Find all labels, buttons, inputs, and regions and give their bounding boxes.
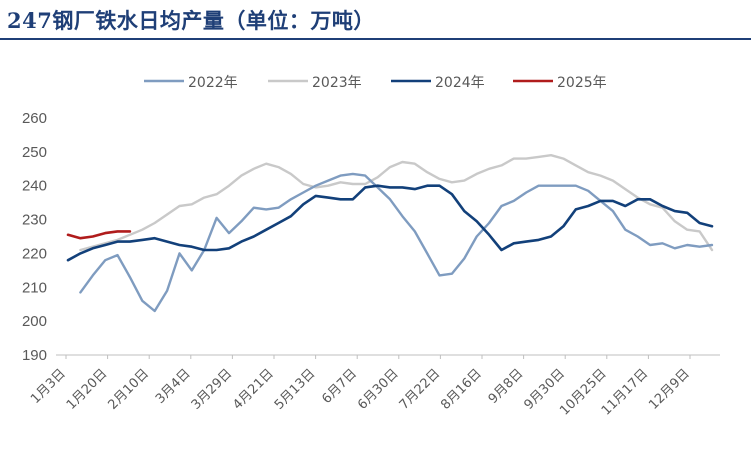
- x-tick-label: 3月4日: [153, 366, 194, 407]
- x-tick-label: 6月30日: [355, 366, 402, 413]
- x-tick-label: 4月21日: [230, 366, 277, 413]
- chart-title: 247钢厂铁水日均产量（单位：万吨）: [7, 8, 375, 33]
- y-tick-label: 210: [22, 279, 47, 296]
- x-tick-label: 12月9日: [646, 366, 693, 413]
- y-tick-label: 200: [22, 313, 47, 330]
- title-bar: 247钢厂铁水日均产量（单位：万吨）: [0, 0, 751, 40]
- series-line-2024年: [66, 184, 714, 262]
- x-tick-label: 1月3日: [28, 366, 69, 407]
- x-tick-label: 3月29日: [189, 366, 236, 413]
- series-line-2022年: [79, 172, 714, 313]
- y-tick-label: 240: [22, 178, 47, 195]
- y-tick-label: 260: [22, 110, 47, 127]
- y-axis: 190 200 210 220 230 240 250 260: [22, 110, 47, 364]
- x-tick-label: 6月7日: [319, 366, 360, 407]
- x-tick-label: 7月22日: [397, 366, 444, 413]
- legend-label: 2024年: [435, 75, 485, 91]
- y-tick-label: 190: [22, 347, 47, 364]
- series-line-2025年: [66, 230, 132, 240]
- x-tick-label: 8月16日: [438, 366, 485, 413]
- x-tick-label: 5月13日: [272, 366, 319, 413]
- legend-label: 2025年: [557, 75, 607, 91]
- plot-area: [66, 153, 714, 313]
- y-tick-label: 220: [22, 245, 47, 262]
- title-underline: [0, 38, 751, 40]
- legend-label: 2023年: [312, 75, 362, 91]
- y-tick-label: 230: [22, 212, 47, 229]
- x-tick-label: 1月20日: [64, 366, 111, 413]
- series-line-2023年: [79, 153, 714, 252]
- x-tick-label: 2月10日: [105, 366, 152, 413]
- legend: 2022年 2023年 2024年 2025年: [144, 75, 607, 91]
- y-tick-label: 250: [22, 144, 47, 161]
- x-tick-label: 9月8日: [486, 366, 527, 407]
- legend-label: 2022年: [188, 75, 238, 91]
